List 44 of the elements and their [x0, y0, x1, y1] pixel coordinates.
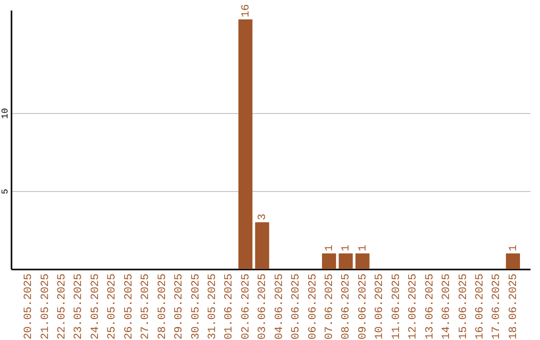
x-tick-label: 22.05.2025 [56, 274, 68, 340]
x-tick-label: 04.06.2025 [274, 274, 286, 340]
x-tick-label: 25.05.2025 [106, 274, 119, 340]
x-tick-label: 08.06.2025 [340, 274, 353, 340]
x-tick-label: 02.06.2025 [240, 274, 252, 340]
x-tick-label: 27.05.2025 [140, 274, 152, 340]
x-tick-label: 09.06.2025 [357, 274, 370, 340]
x-tick-label: 30.05.2025 [190, 274, 202, 340]
x-tick-label: 21.05.2025 [40, 274, 52, 340]
x-tick-label: 18.06.2025 [508, 274, 520, 340]
x-tick-label: 13.06.2025 [424, 274, 436, 340]
bar [255, 222, 270, 269]
bar [355, 253, 370, 269]
y-tick-label: 5 [0, 188, 10, 194]
x-tick-label: 17.06.2025 [491, 274, 504, 340]
x-tick-label: 16.06.2025 [474, 274, 487, 340]
bar [338, 253, 353, 269]
x-tick-label: 07.06.2025 [324, 274, 336, 340]
x-tick-label: 29.05.2025 [174, 274, 186, 340]
x-tick-label: 10.06.2025 [374, 274, 386, 340]
data-label: 1 [508, 244, 520, 252]
x-tick-label: 23.05.2025 [73, 274, 86, 340]
bar [322, 253, 336, 269]
x-tick-label: 15.06.2025 [458, 274, 470, 340]
x-tick-label: 01.06.2025 [224, 274, 236, 340]
x-tick-label: 11.06.2025 [390, 274, 403, 340]
x-tick-label: 20.05.2025 [23, 274, 36, 340]
data-label: 1 [324, 244, 336, 252]
data-label: 1 [340, 244, 353, 252]
x-tick-label: 12.06.2025 [408, 274, 420, 340]
x-tick-label: 24.05.2025 [90, 274, 102, 340]
x-tick-label: 03.06.2025 [257, 274, 270, 340]
x-tick-label: 06.06.2025 [307, 274, 320, 340]
x-tick-label: 28.05.2025 [156, 274, 169, 340]
y-tick-label: 10 [0, 108, 10, 119]
x-tick-label: 26.05.2025 [123, 274, 136, 340]
x-tick-label: 31.05.2025 [206, 274, 219, 340]
bar [238, 19, 252, 269]
x-tick-label: 05.06.2025 [290, 274, 303, 340]
data-label: 3 [257, 214, 270, 220]
x-tick-label: 14.06.2025 [441, 274, 454, 340]
data-label: 16 [240, 4, 252, 18]
bar [506, 253, 520, 269]
data-label: 1 [357, 244, 370, 252]
